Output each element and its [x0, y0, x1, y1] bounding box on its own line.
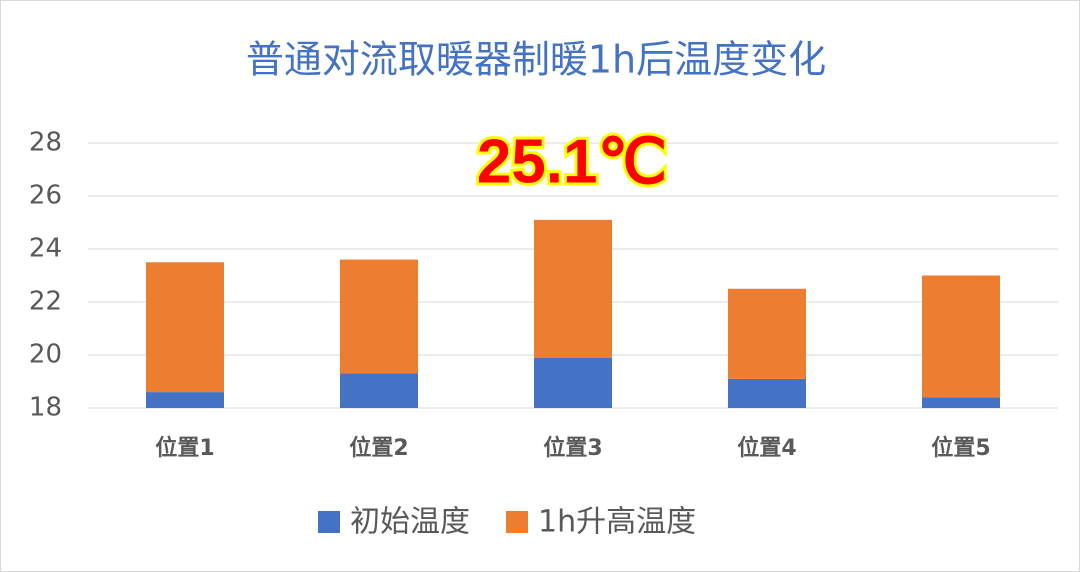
x-tick-label: 位置1 [155, 435, 214, 461]
y-tick-label: 28 [29, 128, 62, 158]
bar-segment [146, 262, 224, 393]
x-tick-label: 位置4 [737, 435, 796, 461]
bar-segment [340, 373, 418, 408]
bar-segment [922, 275, 1000, 398]
bar-segment [340, 259, 418, 374]
legend-swatch [318, 511, 340, 533]
y-tick-label: 20 [29, 340, 62, 370]
y-tick-label: 24 [29, 234, 62, 264]
bar-segment [534, 219, 612, 358]
bar-segment [728, 288, 806, 379]
bar-segment [922, 397, 1000, 408]
legend-label: 初始温度 [350, 505, 470, 540]
bar-segment [146, 392, 224, 408]
y-tick-label: 26 [29, 181, 62, 211]
x-tick-label: 位置3 [543, 435, 602, 461]
y-tick-label: 18 [29, 393, 62, 423]
annotation: 25.1℃ [477, 127, 667, 196]
y-tick-label: 22 [29, 287, 62, 317]
x-tick-label: 位置5 [931, 435, 990, 461]
x-tick-label: 位置2 [349, 435, 408, 461]
chart-title: 普通对流取暖器制暖1h后温度变化 [246, 38, 826, 82]
legend-label: 1h升高温度 [538, 505, 696, 540]
bar-segment [534, 357, 612, 408]
bar-segment [728, 378, 806, 408]
legend-swatch [506, 511, 528, 533]
